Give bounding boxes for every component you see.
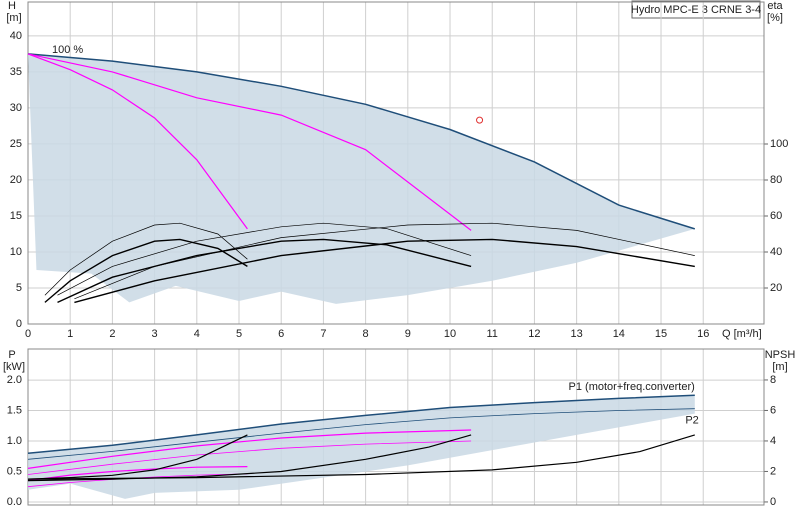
annotation: 100 % (52, 44, 83, 56)
secondary-curve (57, 238, 472, 304)
y-tick-label: 20 (10, 174, 22, 186)
x-tick-label: 1 (67, 328, 73, 340)
y2-tick-label: 80 (770, 174, 782, 186)
curve (27, 466, 248, 482)
y-tick-label: 1.0 (7, 435, 22, 447)
x-tick-label: 9 (405, 328, 411, 340)
y-tick-label: 0 (16, 318, 22, 330)
secondary-curve (27, 434, 695, 480)
secondary-curve (27, 434, 472, 482)
y2-tick-label: 2 (770, 465, 776, 477)
chart-title: Hydro MPC-E 3 CRNE 3-4 (631, 4, 761, 16)
x-tick-label: 15 (655, 328, 667, 340)
secondary-curve (44, 222, 248, 296)
y-label: P (8, 349, 15, 361)
curve (27, 53, 696, 230)
x-tick-label: 2 (109, 328, 115, 340)
curve (27, 53, 472, 231)
y2-tick-label: 4 (770, 435, 776, 447)
y2-label: NPSH (765, 349, 796, 361)
y2-tick-label: 60 (770, 210, 782, 222)
y-tick-label: 0.0 (7, 496, 22, 508)
y-tick-label: 5 (16, 282, 22, 294)
y-tick-label: 1.5 (7, 404, 22, 416)
x-tick-label: 3 (152, 328, 158, 340)
x-tick-label: 8 (363, 328, 369, 340)
secondary-curve (74, 222, 695, 300)
y-tick-label: 30 (10, 102, 22, 114)
secondary-curve (57, 222, 472, 296)
curve (27, 394, 695, 454)
x-tick-label: 16 (697, 328, 709, 340)
y-tick-label: 15 (10, 210, 22, 222)
x-tick-label: 12 (528, 328, 540, 340)
x-tick-label: 7 (320, 328, 326, 340)
plot-frame (27, 1, 765, 325)
y-tick-label: 2.0 (7, 374, 22, 386)
curve (27, 429, 472, 469)
y2-unit: [m] (772, 361, 787, 373)
x-label: Q [m³/h] (722, 328, 762, 340)
secondary-curve (27, 434, 248, 480)
y2-tick-label: 20 (770, 282, 782, 294)
y-tick-label: 25 (10, 138, 22, 150)
title-box (631, 0, 761, 19)
secondary-curve (74, 238, 695, 304)
curve (27, 53, 248, 230)
y-label: H (8, 0, 16, 12)
curve-label: P2 (685, 415, 698, 427)
y2-tick-label: 40 (770, 246, 782, 258)
y2-tick-label: 0 (770, 496, 776, 508)
x-tick-label: 5 (236, 328, 242, 340)
y-tick-label: 35 (10, 66, 22, 78)
x-tick-label: 13 (570, 328, 582, 340)
y2-tick-label: 6 (770, 404, 776, 416)
x-tick-label: 11 (487, 328, 498, 340)
y2-unit: [%] (767, 12, 783, 24)
envelope-area (28, 395, 695, 499)
duty-point (476, 116, 484, 124)
y-tick-label: 40 (10, 30, 22, 42)
x-tick-label: 0 (25, 328, 31, 340)
y2-label: eta (767, 0, 783, 12)
x-tick-label: 10 (444, 328, 456, 340)
y-tick-label: 10 (10, 246, 22, 258)
plot-frame (27, 348, 765, 506)
x-tick-label: 4 (194, 328, 200, 340)
x-tick-label: 6 (278, 328, 284, 340)
secondary-curve (44, 238, 248, 303)
x-tick-label: 14 (613, 328, 625, 340)
y-unit: [kW] (3, 361, 25, 373)
curve (27, 408, 695, 460)
y-tick-label: 0.5 (7, 465, 22, 477)
curve (27, 440, 472, 475)
y2-tick-label: 8 (770, 374, 776, 386)
envelope-area (28, 53, 695, 304)
curve-label: P1 (motor+freq.converter) (569, 381, 695, 393)
y-unit: [m] (6, 12, 21, 24)
y2-tick-label: 100 (770, 138, 788, 150)
